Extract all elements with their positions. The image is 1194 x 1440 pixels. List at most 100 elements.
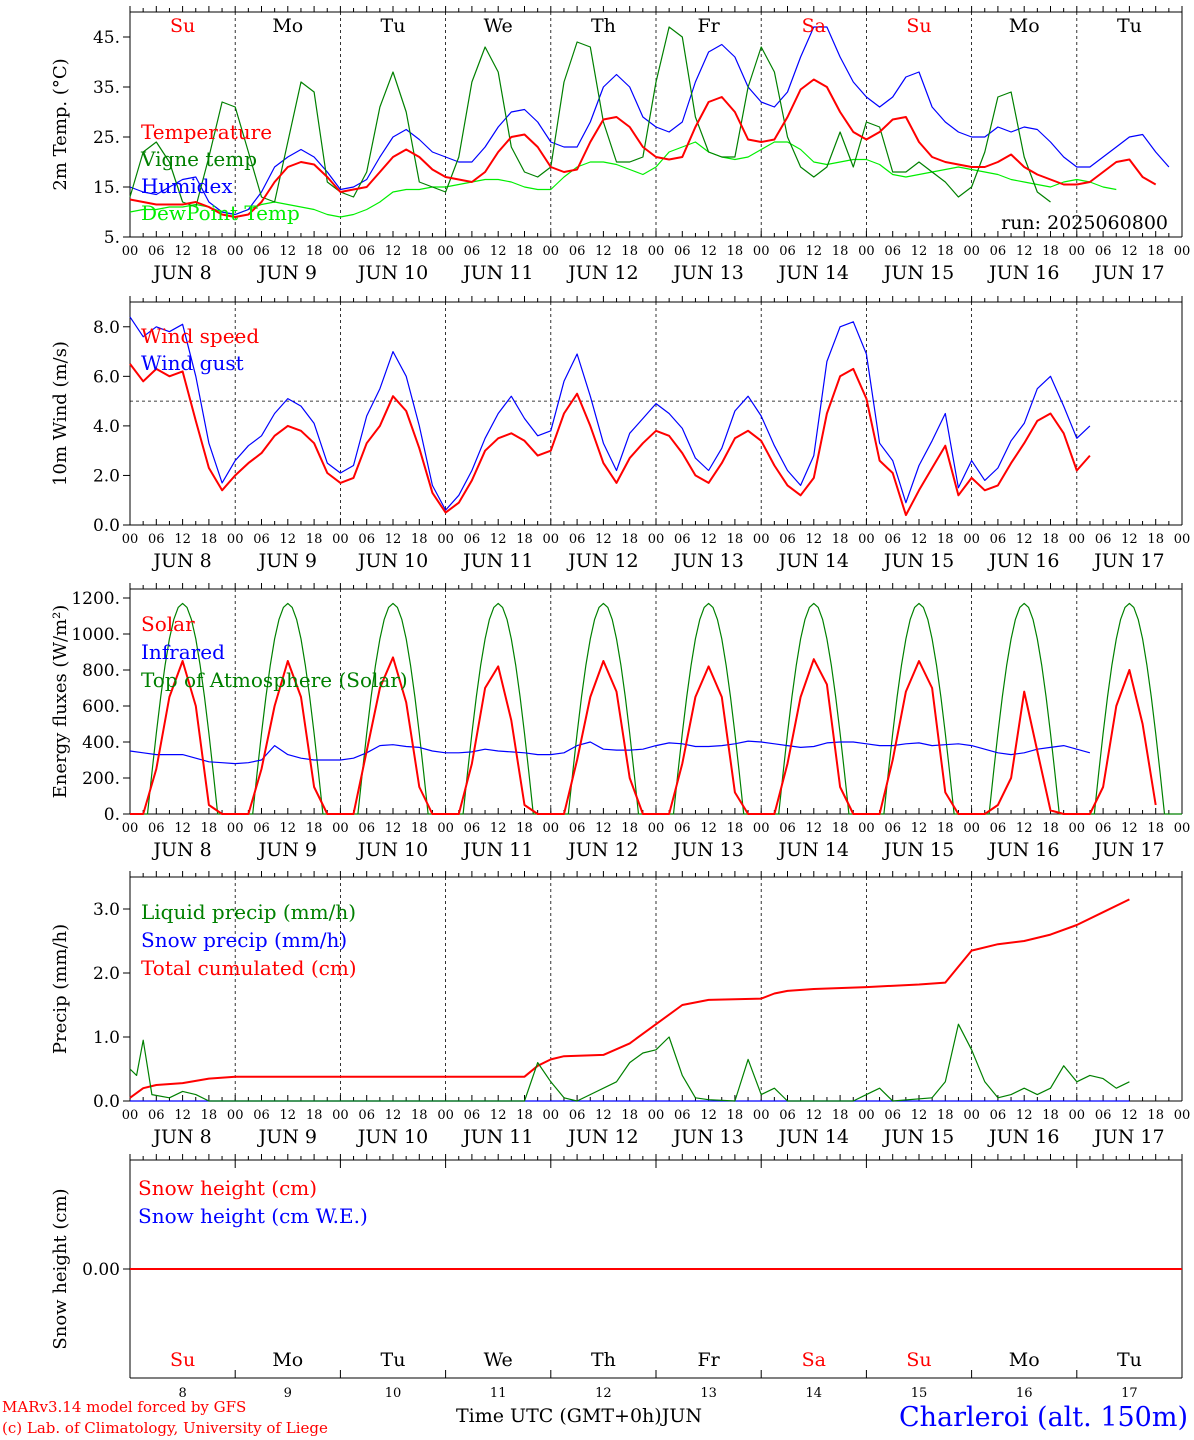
- y-tick-label: 0.0: [93, 1092, 120, 1112]
- hour-tick-label: 00: [437, 1108, 454, 1123]
- day-number-label: 14: [806, 1386, 823, 1401]
- hour-tick-label: 00: [122, 532, 139, 547]
- hour-tick-label: 12: [595, 244, 612, 259]
- hour-tick-label: 00: [753, 1108, 770, 1123]
- date-label: JUN 9: [257, 839, 317, 861]
- hour-tick-label: 18: [621, 1108, 638, 1123]
- hour-tick-label: 00: [858, 532, 875, 547]
- hour-tick-label: 18: [1147, 244, 1164, 259]
- weekday-label-top: Tu: [381, 15, 406, 37]
- day-number-label: 13: [700, 1386, 717, 1401]
- panel-2: 0.0 2.0 4.0 6.0 8.0 10m Wind (m/s) 00 06 12 18 00 0…: [50, 296, 1190, 572]
- date-label: JUN 11: [461, 839, 533, 861]
- y-tick-label: 2.0: [93, 964, 120, 984]
- day-number-label: 16: [1016, 1386, 1033, 1401]
- date-label: JUN 12: [566, 262, 638, 284]
- date-label: JUN 10: [356, 262, 428, 284]
- hour-tick-label: 18: [1147, 532, 1164, 547]
- y-tick-label: 1200.: [71, 589, 120, 609]
- hour-tick-label: 18: [1042, 821, 1059, 836]
- hour-tick-label: 00: [332, 821, 349, 836]
- hour-tick-label: 12: [911, 532, 928, 547]
- hour-tick-label: 00: [753, 244, 770, 259]
- legend-entry: Liquid precip (mm/h): [141, 900, 356, 924]
- hour-tick-label: 12: [280, 244, 297, 259]
- weekday-label-bottom: Tu: [1117, 1349, 1142, 1371]
- hour-tick-label: 00: [227, 244, 244, 259]
- hour-tick-label: 00: [963, 532, 980, 547]
- hour-tick-label: 18: [832, 821, 849, 836]
- hour-tick-label: 06: [358, 1108, 375, 1123]
- month-label: JUN: [661, 1405, 702, 1427]
- series-line-solar: [130, 656, 1157, 815]
- y-tick-label: 800.: [82, 661, 120, 681]
- panel-3: 0. 200. 400. 600. 800. 1000. 1200.Energy fluxe…: [50, 583, 1190, 861]
- y-axis-title: Precip (mm/h): [50, 924, 71, 1054]
- hour-tick-label: 12: [385, 1108, 402, 1123]
- hour-tick-label: 18: [201, 1108, 218, 1123]
- hour-tick-label: 12: [174, 244, 191, 259]
- date-label: JUN 14: [777, 262, 849, 284]
- hour-tick-label: 06: [884, 821, 901, 836]
- y-axis-title: 2m Temp. (°C): [50, 58, 71, 190]
- hour-tick-label: 06: [464, 532, 481, 547]
- hour-tick-label: 06: [674, 821, 691, 836]
- hour-tick-label: 18: [411, 821, 428, 836]
- hour-tick-label: 06: [990, 1108, 1007, 1123]
- date-label: JUN 14: [777, 1126, 849, 1148]
- hour-tick-label: 06: [464, 1108, 481, 1123]
- y-axis-title: Snow height (cm): [50, 1188, 71, 1349]
- hour-tick-label: 06: [148, 1108, 165, 1123]
- hour-tick-label: 00: [543, 532, 560, 547]
- hour-tick-label: 00: [1069, 244, 1086, 259]
- series-line-vigne-temp: [129, 26, 1051, 208]
- weekday-label-top: Mo: [1009, 15, 1040, 37]
- hour-tick-label: 18: [832, 244, 849, 259]
- hour-tick-label: 12: [1016, 532, 1033, 547]
- hour-tick-label: 18: [727, 244, 744, 259]
- date-label: JUN 15: [882, 839, 954, 861]
- panel-1: 5. 15. 25. 35. 45. 2m Temp. (°C) 00 06 12 18 00 06 1…: [50, 6, 1190, 284]
- series-line-liquid-precip-mm-h-: [129, 1023, 1130, 1102]
- hour-tick-label: 18: [621, 532, 638, 547]
- hour-tick-label: 12: [595, 1108, 612, 1123]
- hour-tick-label: 00: [858, 1108, 875, 1123]
- hour-tick-label: 06: [253, 1108, 270, 1123]
- hour-tick-label: 06: [884, 1108, 901, 1123]
- hour-tick-label: 00: [122, 1108, 139, 1123]
- hour-tick-label: 18: [516, 1108, 533, 1123]
- weekday-label-bottom: Sa: [802, 1349, 826, 1371]
- day-number-label: 15: [911, 1386, 928, 1401]
- weekday-label-top: Su: [906, 15, 931, 37]
- hour-tick-label: 00: [858, 244, 875, 259]
- legend-entry: Snow height (cm): [138, 1176, 317, 1200]
- date-label: JUN 8: [151, 839, 211, 861]
- hour-tick-label: 18: [937, 532, 954, 547]
- y-tick-label: 1.0: [93, 1028, 120, 1048]
- hour-tick-label: 12: [806, 532, 823, 547]
- hour-tick-label: 06: [569, 1108, 586, 1123]
- hour-tick-label: 18: [1042, 1108, 1059, 1123]
- hour-tick-label: 12: [1121, 244, 1138, 259]
- date-label: JUN 12: [566, 550, 638, 572]
- date-label: JUN 11: [461, 262, 533, 284]
- date-label: JUN 15: [882, 550, 954, 572]
- hour-tick-label: 00: [332, 244, 349, 259]
- date-label: JUN 10: [356, 550, 428, 572]
- hour-tick-label: 12: [174, 1108, 191, 1123]
- y-tick-label: 4.0: [93, 417, 120, 437]
- date-label: JUN 12: [566, 1126, 638, 1148]
- y-axis-title: 10m Wind (m/s): [50, 341, 71, 486]
- hour-tick-label: 06: [779, 821, 796, 836]
- hour-tick-label: 00: [753, 532, 770, 547]
- hour-tick-label: 12: [490, 532, 507, 547]
- hour-tick-label: 12: [911, 1108, 928, 1123]
- date-label: JUN 8: [151, 262, 211, 284]
- hour-tick-label: 00: [227, 532, 244, 547]
- y-tick-label: 2.0: [93, 466, 120, 486]
- hour-tick-label: 18: [516, 532, 533, 547]
- legend-entry: Snow height (cm W.E.): [138, 1204, 368, 1228]
- hour-tick-label: 18: [1042, 532, 1059, 547]
- hour-tick-label: 00: [648, 1108, 665, 1123]
- y-tick-label: 15.: [93, 178, 120, 198]
